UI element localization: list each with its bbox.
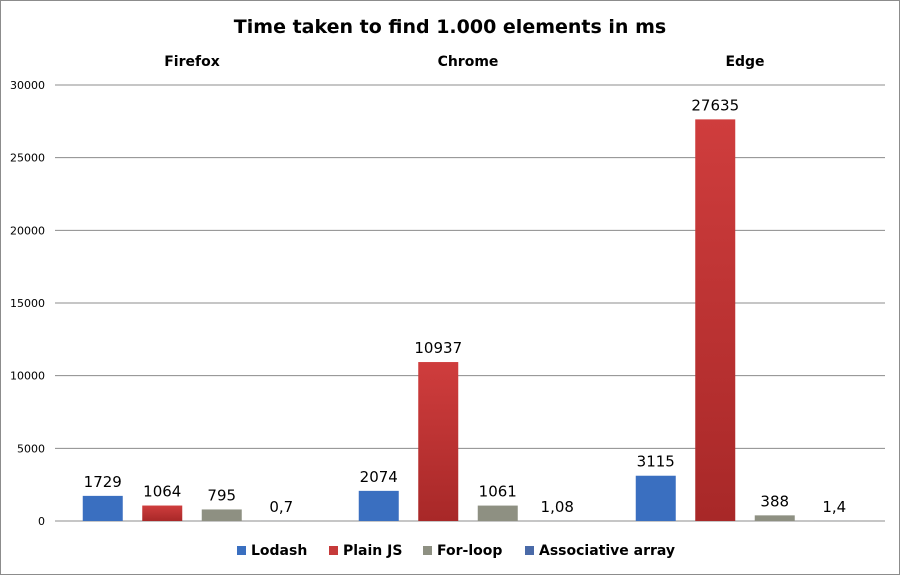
bar (477, 505, 518, 521)
y-tick-label: 20000 (10, 224, 45, 237)
legend-label: Plain JS (343, 543, 402, 559)
data-label: 1729 (84, 473, 122, 491)
data-labels: 1729 2074 3115 1064 10937 27635 795 1061 388 0,7 1… (84, 96, 847, 516)
data-label: 10937 (414, 339, 462, 357)
category-labels: Firefox Chrome Edge (164, 54, 764, 70)
data-label: 388 (760, 492, 789, 510)
legend-label: Lodash (251, 543, 307, 559)
bar (142, 505, 183, 521)
bar (695, 119, 736, 521)
data-label: 1,08 (541, 498, 574, 516)
legend-swatch (329, 546, 338, 555)
category-label: Firefox (164, 54, 220, 70)
bar (754, 515, 795, 521)
y-axis-ticks: 0 5000 10000 15000 20000 25000 30000 (10, 79, 45, 528)
legend-label: Associative array (539, 543, 675, 559)
y-tick-label: 25000 (10, 152, 45, 165)
data-label: 27635 (691, 96, 739, 114)
data-label: 3115 (637, 453, 675, 471)
bars (82, 119, 855, 521)
legend: Lodash Plain JS For-loop Associative array (237, 543, 675, 559)
legend-label: For-loop (437, 543, 502, 559)
y-tick-label: 30000 (10, 79, 45, 92)
y-tick-label: 0 (38, 515, 45, 528)
category-label: Edge (725, 54, 764, 70)
legend-swatch (525, 546, 534, 555)
bar (418, 362, 459, 521)
category-label: Chrome (438, 54, 499, 70)
chart-title: Time taken to find 1.000 elements in ms (234, 16, 666, 38)
bar (358, 490, 399, 521)
data-label: 0,7 (269, 498, 293, 516)
data-label: 1061 (479, 483, 517, 501)
data-label: 795 (207, 486, 236, 504)
y-tick-label: 15000 (10, 297, 45, 310)
legend-swatch (237, 546, 246, 555)
legend-swatch (423, 546, 432, 555)
y-tick-label: 10000 (10, 370, 45, 383)
bar (82, 495, 123, 521)
data-label: 2074 (360, 468, 398, 486)
data-label: 1064 (143, 483, 181, 501)
gridlines (55, 84, 885, 522)
bar (635, 475, 676, 521)
data-label: 1,4 (822, 498, 846, 516)
bar (201, 509, 242, 521)
y-tick-label: 5000 (17, 442, 45, 455)
